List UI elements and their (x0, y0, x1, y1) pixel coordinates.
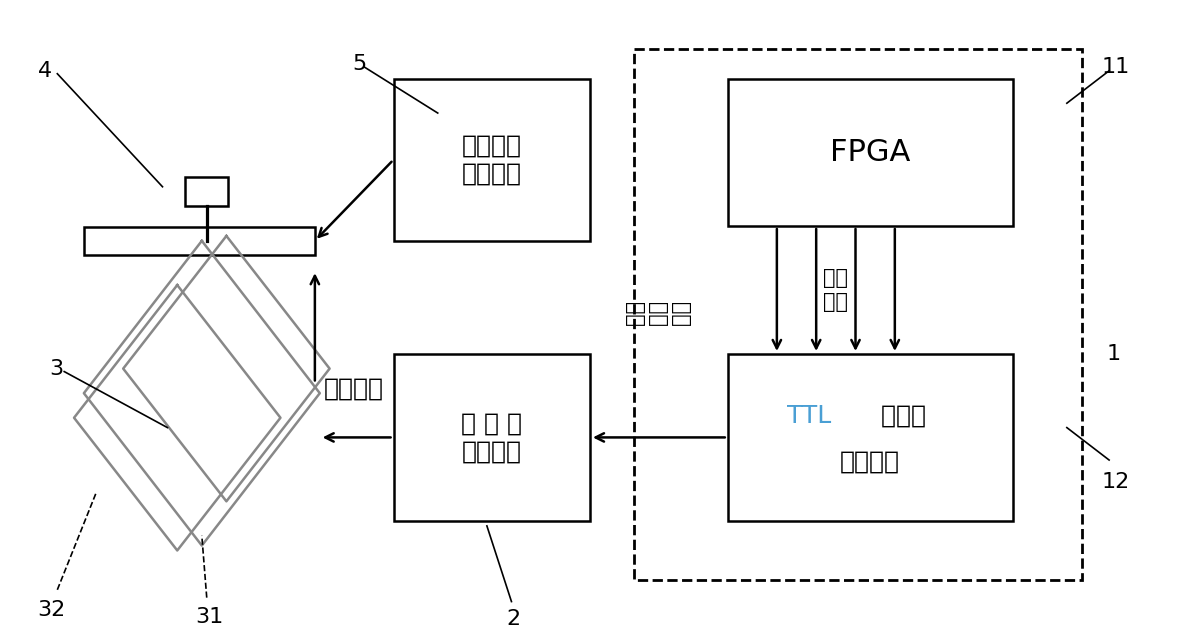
FancyBboxPatch shape (393, 78, 590, 241)
Text: 集 成 化
驱动电源: 集 成 化 驱动电源 (461, 411, 522, 463)
Text: 接口电路: 接口电路 (840, 450, 900, 474)
Text: 12: 12 (1101, 472, 1130, 492)
FancyBboxPatch shape (185, 177, 229, 207)
Text: 步进电机
驱动系统: 步进电机 驱动系统 (461, 134, 522, 186)
Text: 驱动信号: 驱动信号 (324, 376, 384, 400)
Text: FPGA: FPGA (830, 138, 911, 167)
Text: 2: 2 (507, 609, 521, 629)
Text: 31: 31 (195, 607, 223, 628)
FancyBboxPatch shape (728, 354, 1013, 521)
FancyBboxPatch shape (728, 78, 1013, 226)
Text: 编码
控制
模块: 编码 控制 模块 (623, 302, 690, 327)
FancyBboxPatch shape (83, 227, 315, 255)
Text: 32: 32 (38, 600, 66, 619)
Text: 1: 1 (1106, 344, 1120, 364)
Text: 共享式: 共享式 (874, 404, 926, 428)
Text: 5: 5 (352, 54, 366, 74)
Text: 编码
信号: 编码 信号 (824, 269, 849, 312)
Text: 11: 11 (1101, 57, 1130, 77)
Text: TTL: TTL (787, 404, 832, 428)
Text: 4: 4 (38, 61, 51, 81)
Text: 3: 3 (49, 359, 63, 379)
FancyBboxPatch shape (393, 354, 590, 521)
